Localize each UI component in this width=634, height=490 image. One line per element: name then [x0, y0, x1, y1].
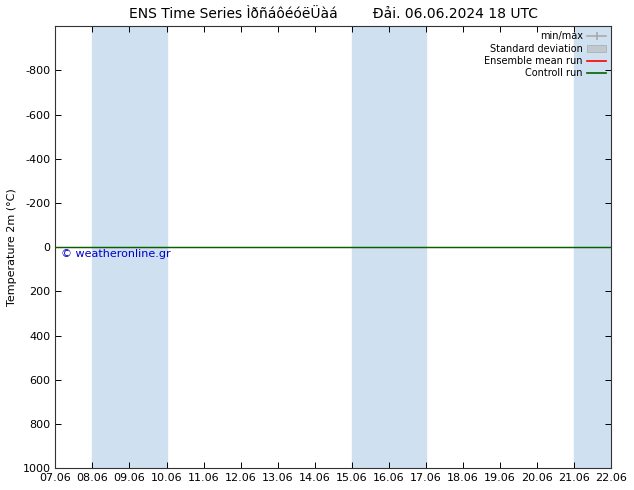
Text: © weatheronline.gr: © weatheronline.gr	[61, 249, 171, 259]
Legend: min/max, Standard deviation, Ensemble mean run, Controll run: min/max, Standard deviation, Ensemble me…	[482, 29, 608, 80]
Y-axis label: Temperature 2m (°C): Temperature 2m (°C)	[7, 188, 17, 306]
Title: ENS Time Series ÌðñáôéóëÜàá        Đải. 06.06.2024 18 UTC: ENS Time Series ÌðñáôéóëÜàá Đải. 06.06.2…	[129, 7, 538, 21]
Bar	[352, 26, 426, 468]
Bar	[574, 26, 611, 468]
Bar	[93, 26, 167, 468]
